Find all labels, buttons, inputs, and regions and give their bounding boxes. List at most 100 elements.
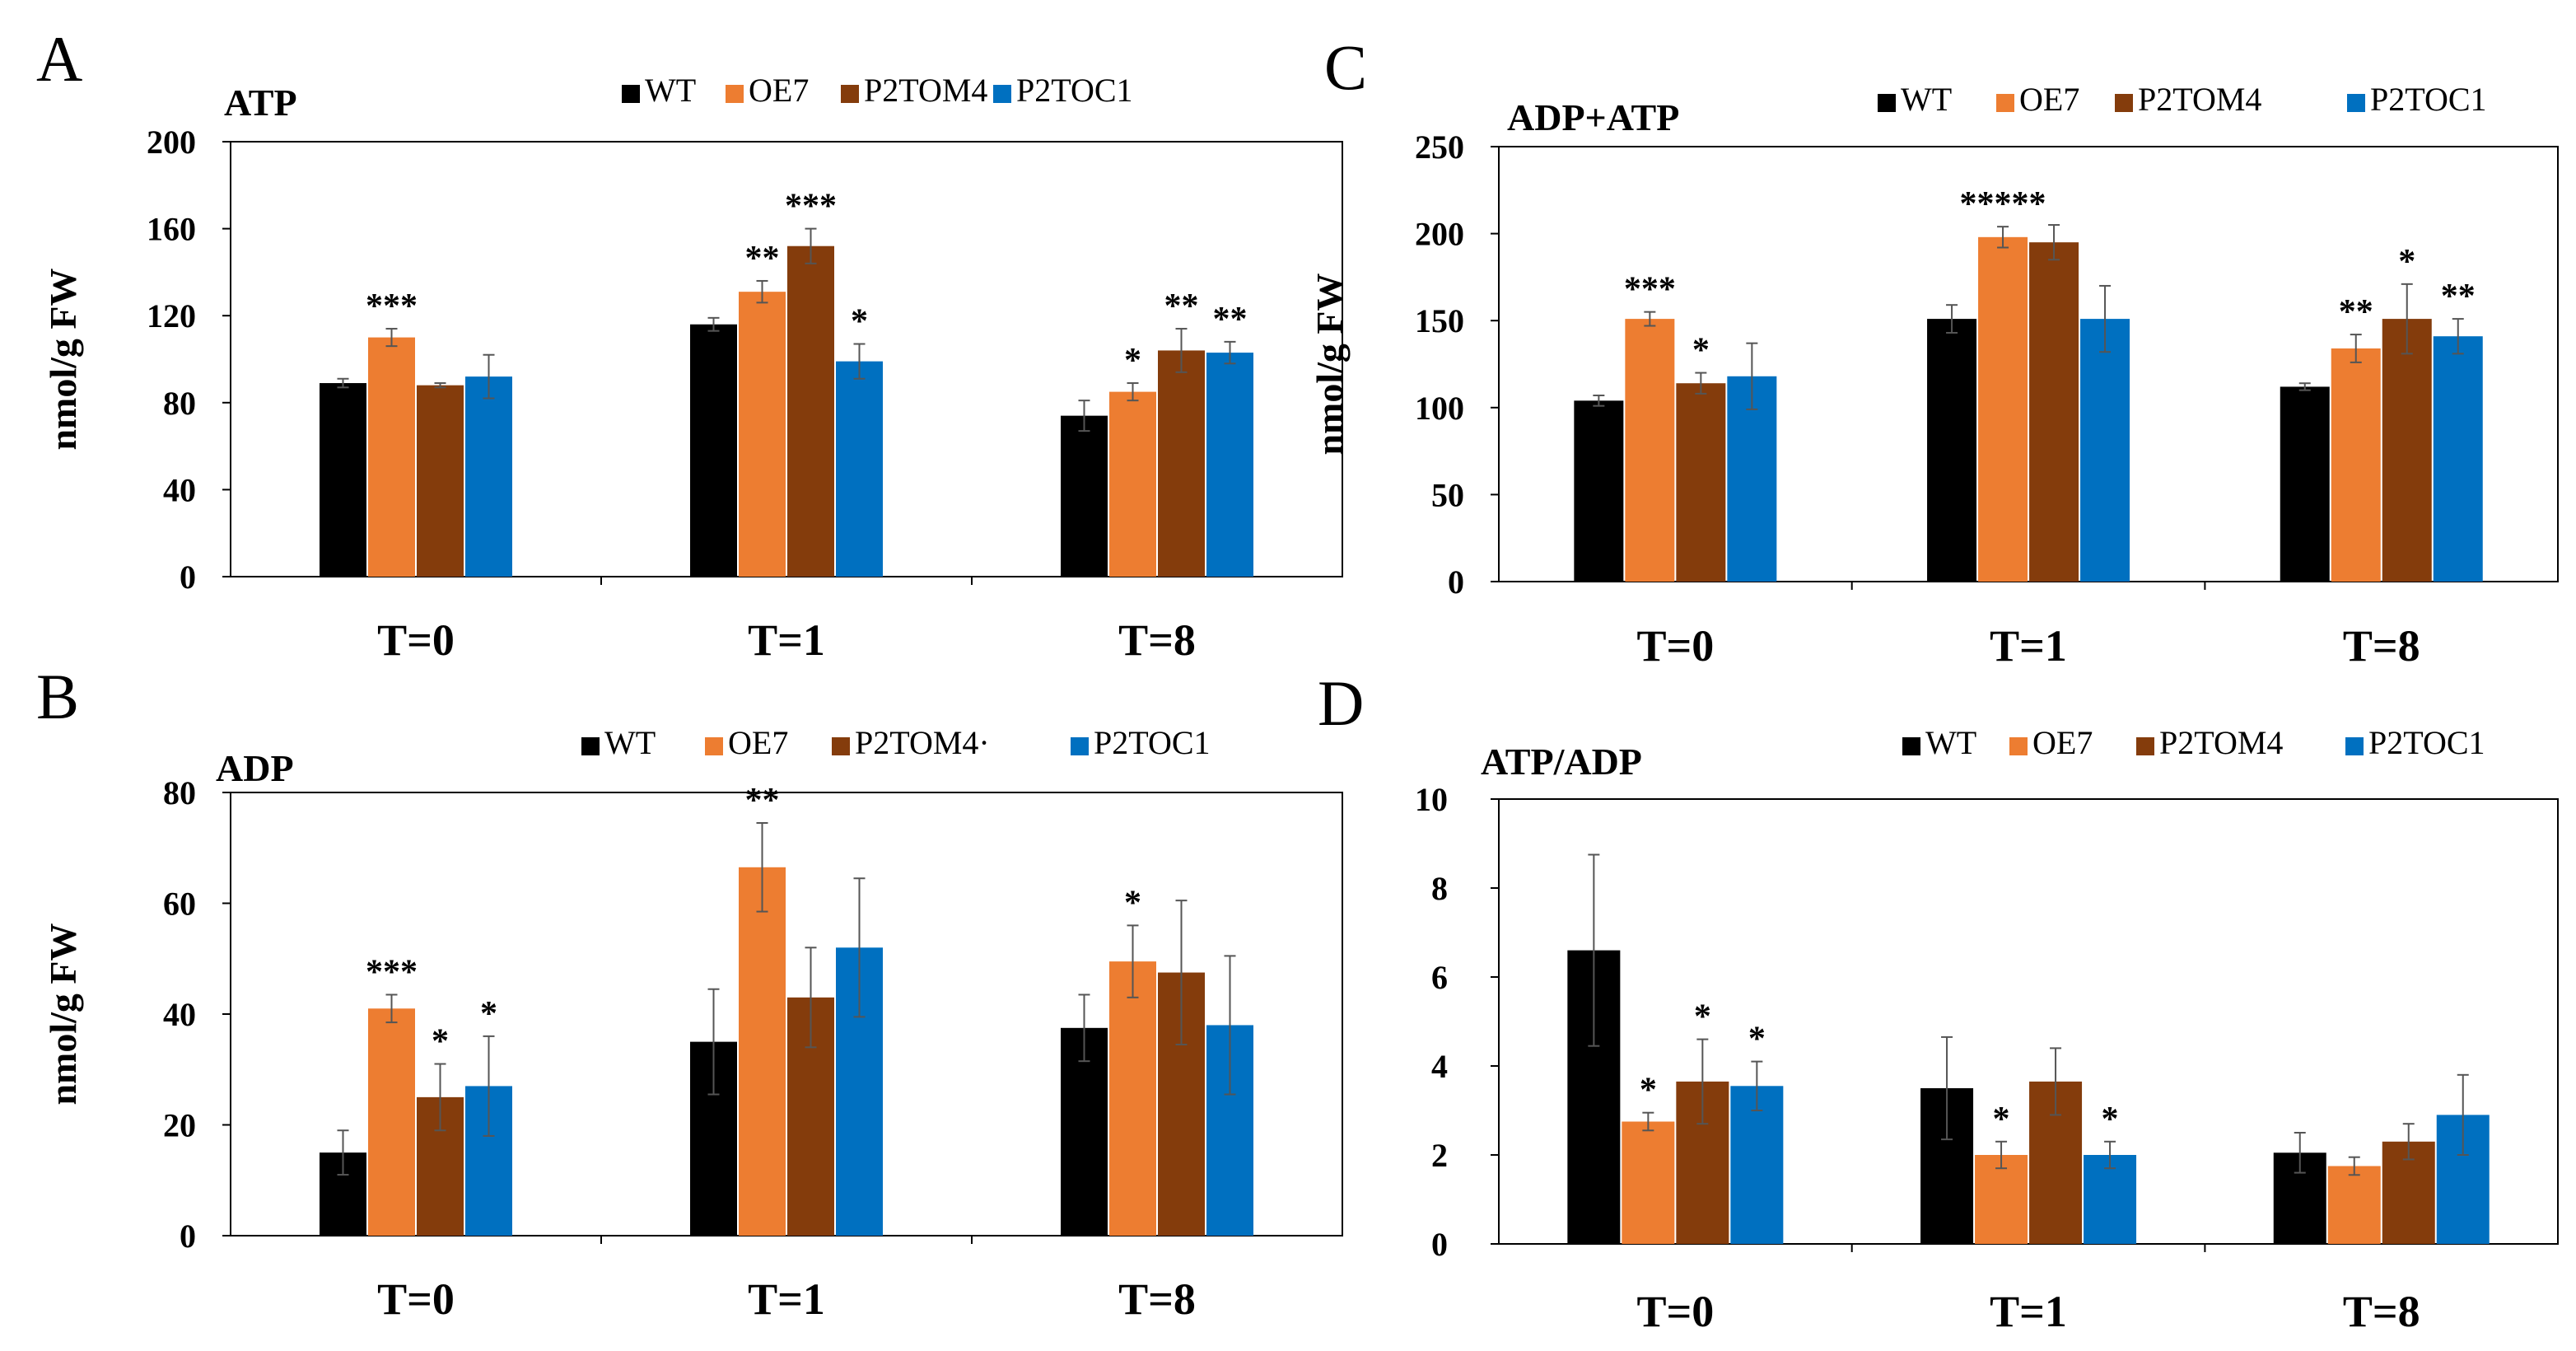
significance-label: ** [2339, 293, 2373, 331]
significance-label: *** [366, 953, 418, 991]
bar-oe7 [739, 867, 786, 1236]
y-tick-label: 60 [163, 886, 196, 923]
chart-title: ADP+ATP [1507, 96, 1679, 138]
bar-oe7 [1622, 1121, 1675, 1244]
panel-letter: D [1318, 667, 1364, 739]
bar-oe7 [739, 292, 786, 577]
bar-oe7 [2327, 1166, 2381, 1244]
legend-swatch-oe7 [1996, 94, 2014, 112]
y-tick-label: 250 [1415, 129, 1464, 166]
significance-label: ** [2441, 278, 2476, 316]
y-tick-label: 120 [147, 297, 196, 334]
bar-p2toc1 [1730, 1086, 1784, 1244]
category-label: T=8 [2343, 1287, 2420, 1336]
y-tick-label: 100 [1415, 390, 1464, 427]
significance-label: * [1694, 998, 1711, 1036]
bar-oe7 [1625, 319, 1675, 582]
bar-p2toc1 [2084, 1155, 2137, 1244]
significance-label: ** [1213, 301, 1248, 339]
bar-p2toc1 [1727, 376, 1777, 582]
significance-label: * [2398, 243, 2415, 281]
legend-swatch-oe7 [705, 737, 723, 755]
bar-p2tom4 [2382, 319, 2432, 582]
legend-swatch-p2tom4 [2136, 737, 2154, 755]
significance-label: * [1124, 342, 1141, 380]
significance-label: ***** [1960, 185, 2046, 223]
panel-c: C 0 50 100 150 200 250 nmol/g FW ADP+ATP T=0 T=1 T=… [1309, 31, 2559, 671]
category-label: T=8 [2343, 621, 2420, 671]
y-axis-label: nmol/g FW [42, 923, 84, 1105]
bar-wt [690, 324, 737, 577]
significance-label: ** [745, 240, 780, 278]
legend-swatch-oe7 [726, 85, 744, 103]
legend-label: OE7 [2032, 724, 2093, 761]
legend-label: OE7 [749, 72, 809, 109]
panel-letter: B [36, 661, 79, 732]
bar-p2toc1 [465, 376, 512, 577]
y-tick-label: 40 [163, 996, 196, 1033]
y-tick-label: 0 [1431, 1226, 1448, 1263]
bar-p2toc1 [2433, 336, 2483, 582]
significance-label: * [1640, 1072, 1657, 1110]
y-tick-label: 40 [163, 471, 196, 508]
legend-label: WT [604, 724, 656, 761]
y-tick-label: 160 [147, 211, 196, 248]
y-axis-label: nmol/g FW [42, 268, 84, 450]
significance-label: ** [1164, 287, 1199, 325]
y-tick-label: 200 [147, 124, 196, 161]
bar-p2toc1 [1206, 353, 1253, 577]
y-tick-label: 80 [163, 774, 196, 811]
bar-p2tom4 [1676, 383, 1726, 582]
y-tick-label: 80 [163, 385, 196, 422]
bar-oe7 [368, 337, 415, 577]
category-label: T=1 [748, 1274, 825, 1324]
legend-swatch-wt [1902, 737, 1920, 755]
panel-letter: A [36, 23, 82, 95]
plot-frame [1498, 146, 2559, 582]
legend-swatch-p2toc1 [2347, 94, 2365, 112]
bar-p2tom4 [417, 385, 464, 577]
legend-swatch-p2toc1 [2345, 737, 2364, 755]
significance-label: ** [745, 782, 780, 820]
y-tick-label: 6 [1431, 959, 1448, 996]
category-label: T=8 [1118, 1274, 1196, 1324]
significance-label: *** [1624, 271, 1676, 309]
legend-label: P2TOM4 [864, 72, 987, 109]
significance-label: * [480, 995, 497, 1033]
legend-label: WT [1925, 724, 1976, 761]
legend-swatch-p2toc1 [1071, 737, 1089, 755]
y-tick-label: 10 [1415, 781, 1448, 818]
chart-title: ADP [216, 747, 294, 789]
bar-wt [1927, 319, 1977, 582]
legend-label: P2TOC1 [1094, 724, 1211, 761]
category-label: T=1 [1990, 621, 2067, 671]
plot-frame [230, 141, 1343, 577]
bar-p2tom4 [1158, 350, 1205, 577]
legend: WT OE7 P2TOM4 P2TOC1 [1902, 724, 2485, 761]
significance-label: * [851, 303, 868, 341]
significance-label: *** [366, 287, 418, 325]
y-tick-label: 150 [1415, 302, 1464, 339]
bar-p2tom4 [2029, 242, 2079, 582]
y-tick-label: 4 [1431, 1048, 1448, 1085]
category-label: T=1 [748, 615, 825, 665]
legend-swatch-p2tom4 [841, 85, 859, 103]
bar-oe7 [1109, 961, 1156, 1236]
legend-label: P2TOM4 [2138, 81, 2261, 118]
category-label: T=0 [377, 1274, 455, 1324]
legend-label: P2TOC1 [2370, 81, 2487, 118]
y-tick-label: 8 [1431, 870, 1448, 907]
legend-swatch-oe7 [2009, 737, 2028, 755]
category-label: T=0 [1636, 1287, 1714, 1336]
bar-wt [320, 383, 366, 577]
category-label: T=0 [1636, 621, 1714, 671]
legend-swatch-wt [1878, 94, 1896, 112]
significance-label: * [1692, 332, 1710, 370]
y-tick-label: 20 [163, 1107, 196, 1144]
bar-oe7 [1975, 1155, 2028, 1244]
y-tick-label: 200 [1415, 216, 1464, 253]
legend-label: P2TOC1 [1016, 72, 1133, 109]
significance-label: * [432, 1023, 449, 1061]
